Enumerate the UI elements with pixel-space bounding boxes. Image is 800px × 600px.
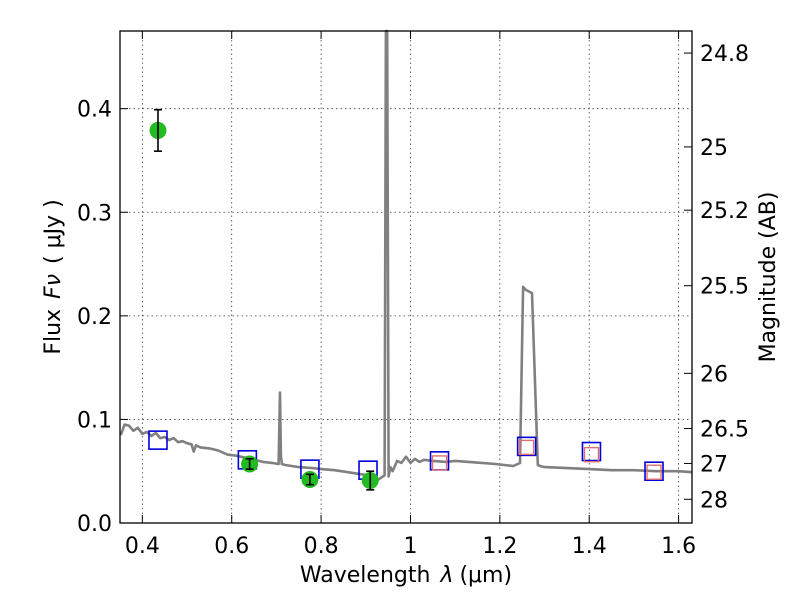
y2-tick-label: 28 [700, 488, 728, 513]
y-tick-label: 0.4 [77, 98, 112, 123]
x-tick-label: 0.8 [304, 534, 339, 559]
plot-frame [119, 30, 693, 524]
x-tick-label: 1 [403, 534, 417, 559]
model-photometry-point [581, 441, 602, 462]
model-photometry-point [516, 436, 537, 457]
x-tick-label: 1.4 [572, 534, 607, 559]
y2-axis-ticks: 24.8 25 25.2 25.5 26 26.5 27 28 [684, 42, 749, 513]
y-tick-label: 0.1 [77, 408, 112, 433]
model-photometry-ir-point [431, 455, 448, 471]
y2-axis-label: Magnitude (AB) [756, 192, 781, 363]
model-photometry-ir-point [646, 464, 662, 480]
model-photometry-ir-point [518, 439, 535, 456]
x-axis-ticks: 0.4 0.6 0.8 1 1.2 1.4 1.6 [125, 31, 696, 559]
y2-tick-label: 25.2 [700, 199, 749, 224]
y-tick-label: 0.3 [77, 201, 112, 226]
x-tick-label: 0.6 [214, 534, 249, 559]
y2-tick-label: 25.5 [700, 275, 749, 300]
y-axis-ticks: 0.0 0.1 0.2 0.3 0.4 [77, 98, 128, 537]
x-tick-label: 0.4 [125, 534, 160, 559]
y-tick-label: 0.0 [77, 512, 112, 537]
x-tick-label: 1.2 [482, 534, 517, 559]
template-spectrum [119, 29, 693, 482]
x-tick-label: 1.6 [661, 534, 696, 559]
model-photometry-ir-point [583, 446, 600, 463]
y2-tick-label: 26 [700, 362, 728, 387]
grid-lines [120, 31, 692, 524]
y2-tick-label: 26.5 [700, 418, 749, 443]
x-axis-label: Wavelength λ (μm) [300, 563, 512, 588]
y2-tick-label: 27 [700, 452, 728, 477]
y-axis-label: FluxFν( μJy ) [41, 199, 66, 354]
y-tick-label: 0.2 [77, 305, 112, 330]
observed-photometry-series [149, 108, 379, 491]
y2-tick-label: 25 [700, 136, 728, 161]
model-photometry-point [148, 430, 168, 450]
y2-tick-label: 24.8 [700, 42, 749, 67]
template-spectrum-line [119, 29, 693, 482]
model-photometry-point [644, 461, 664, 482]
model-photometry-ir-series [431, 439, 662, 480]
